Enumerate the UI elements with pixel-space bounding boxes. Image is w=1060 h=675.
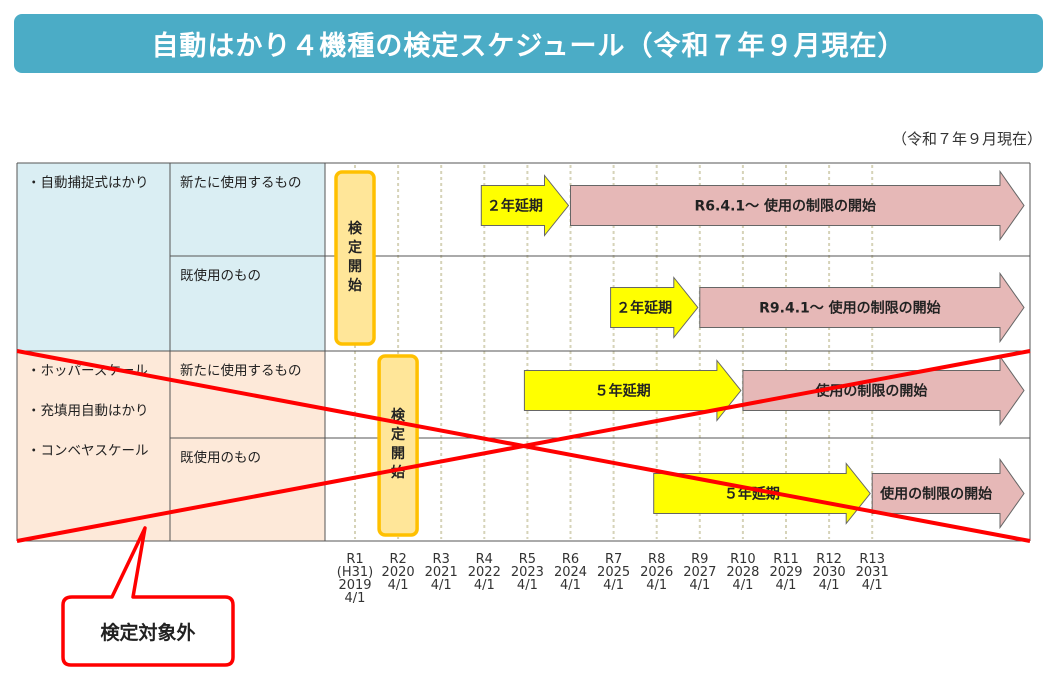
- delay-label: ５年延期: [595, 383, 651, 400]
- group-1-name-cell: ・自動捕捉式はかり: [17, 163, 170, 351]
- delay-label: ２年延期: [487, 198, 543, 215]
- restriction-label: R6.4.1～ 使用の制限の開始: [694, 198, 876, 215]
- tick-label-R10: R10 2028 4/1: [726, 552, 760, 593]
- group-1-name: ・自動捕捉式はかり: [27, 175, 149, 191]
- group-1-row-2-label: 既使用のもの: [170, 256, 325, 351]
- restriction-label: 使用の制限の開始: [879, 486, 992, 503]
- inspection-start-text-1: 検定開始: [348, 221, 362, 294]
- tick-label-R3: R3 2021 4/1: [424, 552, 458, 593]
- delay-label: ２年延期: [616, 300, 672, 317]
- tick-label-R5: R5 2023 4/1: [510, 552, 544, 593]
- tick-label-R12: R12 2030 4/1: [812, 552, 846, 593]
- restriction-label: R9.4.1～ 使用の制限の開始: [759, 300, 941, 317]
- tick-label-R4: R4 2022 4/1: [467, 552, 501, 593]
- inspection-start-label-2: 検定開始: [379, 407, 417, 483]
- tick-label-R6: R6 2024 4/1: [553, 552, 588, 593]
- inspection-start-box: [334, 170, 376, 346]
- restriction-arrow: [699, 271, 1025, 344]
- tick-label-R1: R1 (H31) 2019 4/1: [336, 552, 374, 606]
- callout-label: 検定対象外: [100, 621, 196, 644]
- tick-label-R8: R8 2026 4/1: [640, 552, 674, 593]
- restriction-arrow: [570, 169, 1025, 242]
- delay-arrow: [480, 174, 570, 237]
- page-title: 自動はかり４機種の検定スケジュール（令和７年９月現在）: [14, 14, 1043, 73]
- delay-label: ５年延期: [724, 486, 780, 503]
- inspection-start-text-2: 検定開始: [391, 408, 405, 481]
- restriction-label: 使用の制限の開始: [814, 383, 927, 400]
- tick-label-R2: R2 2020 4/1: [381, 552, 415, 593]
- inspection-start-label-1: 検定開始: [336, 220, 374, 296]
- tick-label-R13: R13 2031 4/1: [855, 552, 889, 593]
- tick-label-R11: R11 2029 4/1: [769, 552, 803, 593]
- as-of-date: （令和７年９月現在）: [891, 130, 1042, 148]
- tick-label-R9: R9 2027 4/1: [683, 552, 717, 593]
- delay-arrow: [610, 276, 699, 339]
- tick-label-R7: R7 2025 4/1: [597, 552, 631, 593]
- group-1-row-1-label: 新たに使用するもの: [170, 163, 325, 256]
